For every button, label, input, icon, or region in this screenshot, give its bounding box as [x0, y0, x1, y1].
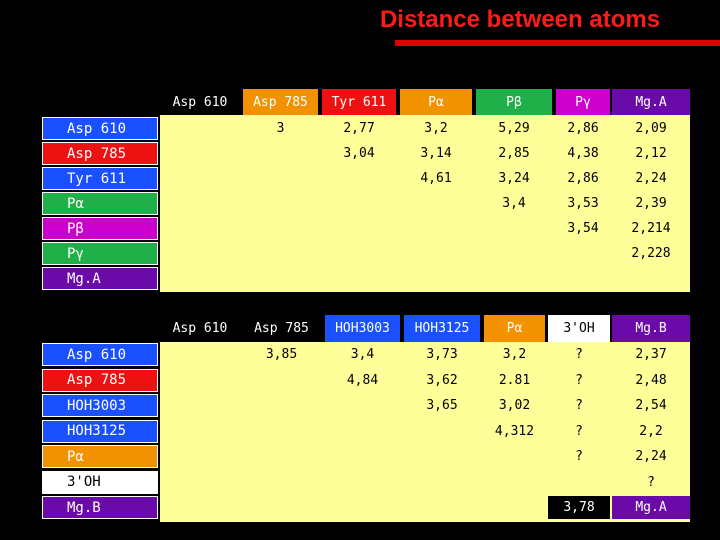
table-cell: 2,77	[343, 121, 375, 136]
table-cell: 4,38	[567, 146, 599, 161]
row-header: Tyr 611	[42, 167, 158, 190]
row-header: HOH3003	[42, 394, 158, 417]
column-header: HOH3003	[325, 315, 400, 342]
table-cell: 2,86	[567, 171, 599, 186]
table-cell: ?	[647, 474, 655, 490]
table-cell: Mg.A	[612, 496, 690, 519]
row-header: Pα	[42, 445, 158, 468]
table-cell: 3,53	[567, 196, 599, 211]
table-cell: 2,85	[498, 146, 530, 161]
row-header: Pγ	[42, 242, 158, 265]
table-cell: 4,84	[346, 372, 379, 388]
table-cell: ?	[575, 372, 583, 388]
table-cell: 2,228	[631, 246, 671, 261]
table-cell: 2,39	[635, 196, 667, 211]
table-cell: 2,09	[635, 121, 667, 136]
table-cell: 3,14	[420, 146, 452, 161]
table-cell: 3,4	[502, 196, 526, 211]
column-header: Pα	[400, 89, 472, 115]
table-background	[160, 115, 690, 292]
table-cell: ?	[575, 398, 583, 413]
row-header: Asp 785	[42, 142, 158, 165]
row-header: Pα	[42, 192, 158, 215]
column-header: Pα	[484, 315, 545, 342]
column-header: Asp 610	[160, 89, 240, 115]
column-header: 3'OH	[548, 315, 610, 342]
column-header: HOH3125	[404, 315, 480, 342]
row-header: Asp 610	[42, 117, 158, 140]
column-header: Asp 785	[243, 89, 318, 115]
table-cell: 3,73	[426, 347, 458, 362]
column-header: Mg.A	[612, 89, 690, 115]
table-cell: 2,37	[635, 347, 667, 362]
table-cell: 3,2	[424, 121, 448, 136]
row-header: Asp 785	[42, 368, 158, 392]
column-header: Asp 610	[160, 315, 240, 342]
table-cell: 3,62	[426, 372, 458, 388]
row-header: Mg.A	[42, 267, 158, 290]
table-cell: ?	[575, 449, 583, 464]
table-cell: 2,12	[635, 146, 667, 161]
table-cell: 3,02	[498, 398, 531, 413]
table-cell: 3,2	[502, 347, 527, 362]
row-header: Pβ	[42, 217, 158, 240]
table-cell: 2,24	[635, 449, 667, 464]
table-cell: ?	[575, 423, 583, 439]
table-cell: 4,312	[494, 423, 535, 439]
title-underline	[395, 40, 720, 46]
table-cell: 2.81	[498, 372, 531, 388]
title: Distance between atoms	[379, 6, 661, 33]
table-cell: 5,29	[498, 121, 530, 136]
column-header: Asp 785	[243, 315, 320, 342]
table-cell: 3,65	[426, 398, 458, 413]
table-cell: 3,04	[343, 146, 375, 161]
table-cell: 3,78	[548, 496, 610, 519]
row-header: HOH3125	[42, 419, 158, 443]
table-cell: 3,24	[498, 171, 530, 186]
table-cell: 4,61	[420, 171, 452, 186]
table-cell: 2,86	[567, 121, 599, 136]
table-cell: 2,54	[635, 398, 667, 413]
table-cell: 2,24	[635, 171, 667, 186]
column-header: Pβ	[476, 89, 552, 115]
table-cell: 3	[276, 121, 285, 136]
column-header: Pγ	[556, 89, 610, 115]
table-cell: 2,2	[639, 423, 663, 439]
table-cell: ?	[575, 347, 583, 362]
table-cell: 2,48	[635, 372, 667, 388]
row-header: Mg.B	[42, 496, 158, 519]
table-background	[160, 342, 690, 522]
row-header: 3'OH	[42, 470, 158, 494]
column-header: Tyr 611	[322, 89, 396, 115]
table-cell: 3,4	[350, 347, 375, 362]
table-cell: 3,85	[265, 347, 298, 362]
table-cell: 3,54	[567, 221, 599, 236]
row-header: Asp 610	[42, 343, 158, 366]
table-cell: 2,214	[631, 221, 671, 236]
column-header: Mg.B	[612, 315, 690, 342]
